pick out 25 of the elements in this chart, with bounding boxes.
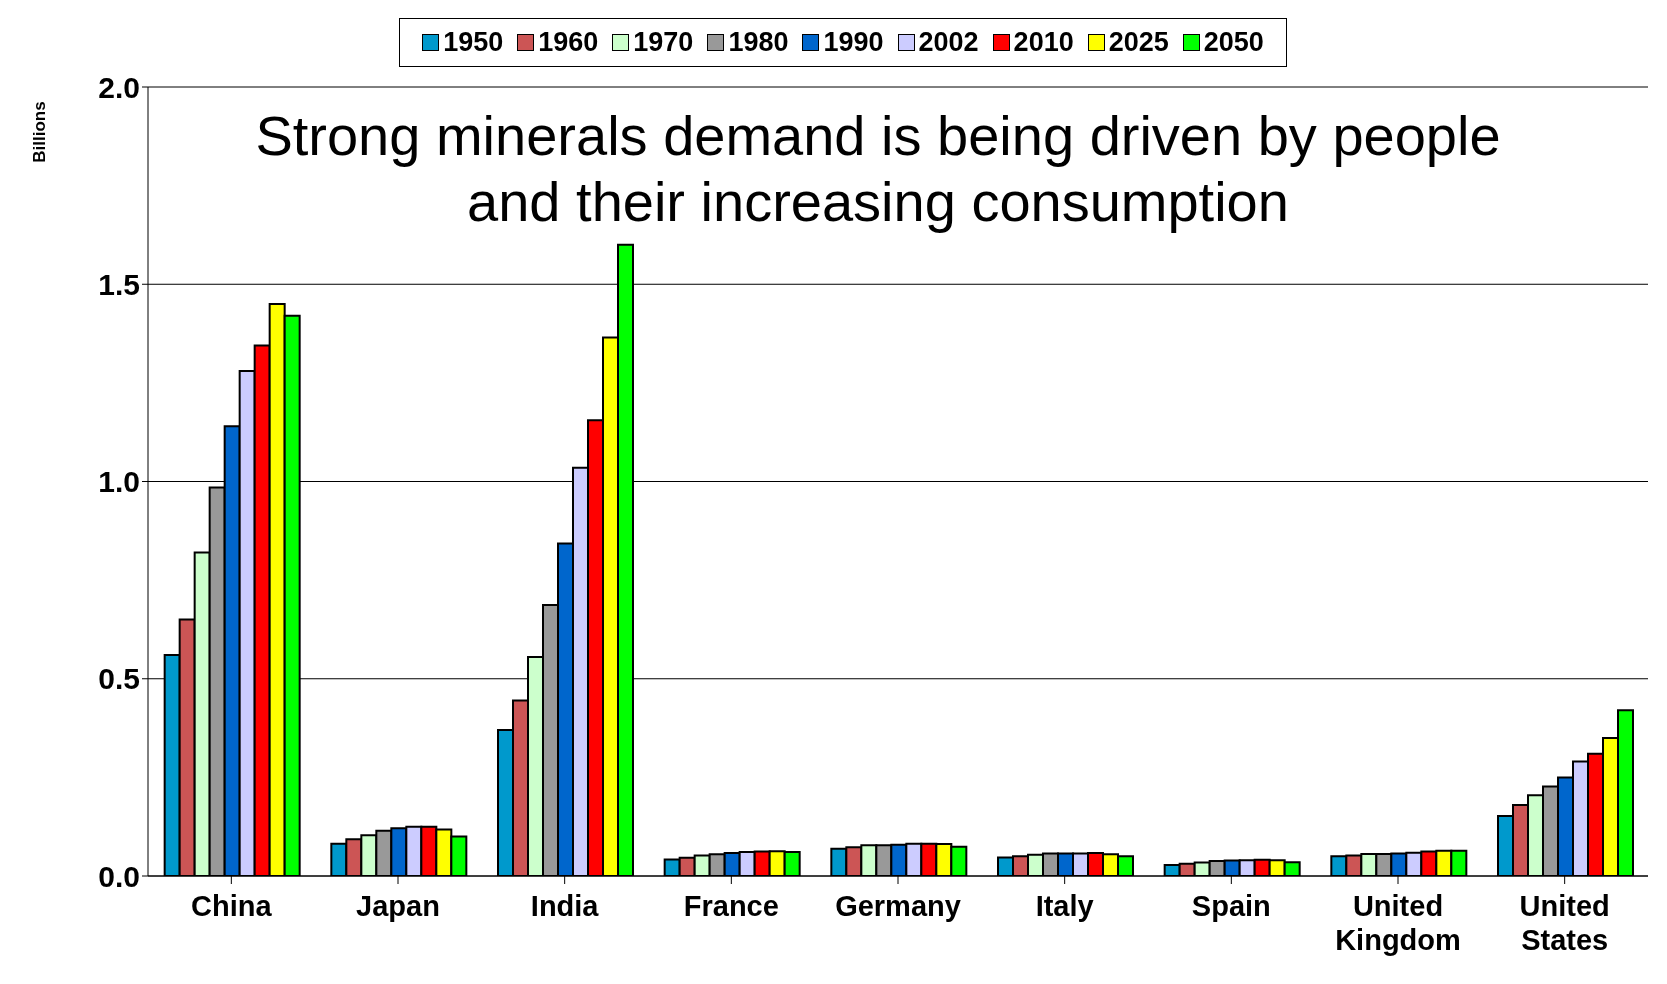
y-tick-label: 1.5 (98, 267, 140, 301)
x-tick-label: Japan (356, 890, 440, 922)
y-tick-label: 0.5 (98, 662, 140, 696)
x-tick-label: India (530, 890, 600, 922)
y-tick-label: 2.0 (98, 70, 140, 104)
x-tick-label: China (191, 890, 273, 922)
text: Strong minerals demand is being driven by people and their increasing consumption (254, 103, 1502, 235)
legend-label: 1970 (632, 27, 694, 58)
y-tick-label: 1.0 (98, 465, 140, 499)
x-tick-label: United Kingdom (1335, 890, 1461, 956)
legend-label: 2002 (917, 27, 979, 58)
legend-label: 2025 (1107, 27, 1169, 58)
x-tick-label: Spain (1191, 890, 1271, 922)
x-tick-label: Italy (1035, 890, 1094, 922)
x-tick-label: United States (1519, 890, 1610, 956)
legend-label: 1980 (727, 27, 789, 58)
x-tick-label: France (683, 890, 779, 922)
legend-label: 2050 (1202, 27, 1264, 58)
y-axis-title: Billions (30, 101, 50, 163)
legend-label: 1960 (537, 27, 599, 58)
legend-label: 1990 (822, 27, 884, 58)
legend-label: 1950 (442, 27, 504, 58)
y-tick-label: 0.0 (98, 859, 140, 893)
x-tick-label: Germany (835, 890, 961, 922)
legend-label: 2010 (1012, 27, 1074, 58)
